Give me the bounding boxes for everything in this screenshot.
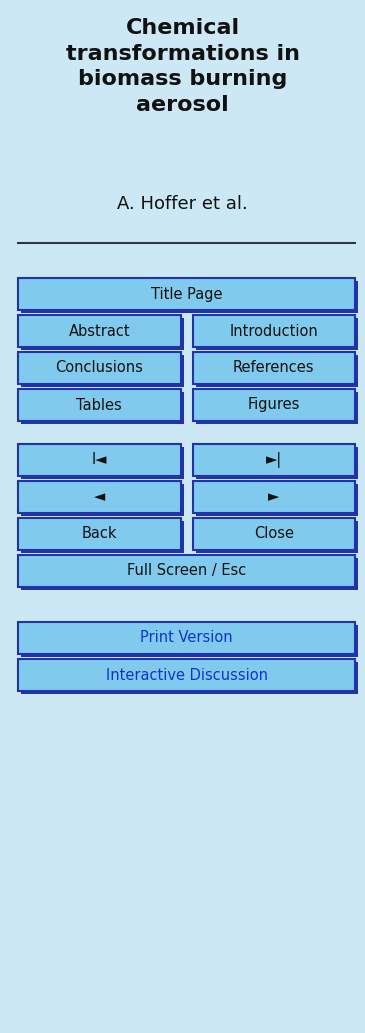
FancyBboxPatch shape bbox=[21, 318, 184, 350]
FancyBboxPatch shape bbox=[196, 392, 358, 424]
Text: ◄: ◄ bbox=[94, 490, 105, 504]
FancyBboxPatch shape bbox=[21, 281, 358, 313]
Text: Print Version: Print Version bbox=[140, 630, 233, 646]
Text: Abstract: Abstract bbox=[69, 323, 130, 339]
FancyBboxPatch shape bbox=[196, 484, 358, 516]
FancyBboxPatch shape bbox=[21, 558, 358, 590]
Text: Full Screen / Esc: Full Screen / Esc bbox=[127, 563, 246, 578]
Text: Tables: Tables bbox=[76, 398, 122, 412]
Text: Close: Close bbox=[254, 527, 294, 541]
Text: Conclusions: Conclusions bbox=[55, 361, 143, 376]
FancyBboxPatch shape bbox=[21, 521, 184, 553]
FancyBboxPatch shape bbox=[196, 355, 358, 387]
FancyBboxPatch shape bbox=[18, 278, 355, 310]
FancyBboxPatch shape bbox=[196, 447, 358, 479]
FancyBboxPatch shape bbox=[21, 484, 184, 516]
FancyBboxPatch shape bbox=[192, 352, 355, 384]
Text: Interactive Discussion: Interactive Discussion bbox=[105, 667, 268, 683]
Text: ►: ► bbox=[268, 490, 279, 504]
FancyBboxPatch shape bbox=[18, 315, 181, 347]
Text: ►|: ►| bbox=[266, 452, 282, 468]
FancyBboxPatch shape bbox=[192, 389, 355, 421]
Text: References: References bbox=[233, 361, 315, 376]
FancyBboxPatch shape bbox=[18, 622, 355, 654]
FancyBboxPatch shape bbox=[192, 315, 355, 347]
FancyBboxPatch shape bbox=[21, 392, 184, 424]
FancyBboxPatch shape bbox=[18, 444, 181, 476]
Text: Chemical
transformations in
biomass burning
aerosol: Chemical transformations in biomass burn… bbox=[65, 18, 300, 115]
FancyBboxPatch shape bbox=[21, 625, 358, 657]
FancyBboxPatch shape bbox=[21, 447, 184, 479]
FancyBboxPatch shape bbox=[192, 518, 355, 550]
Text: Introduction: Introduction bbox=[229, 323, 318, 339]
Text: Figures: Figures bbox=[247, 398, 300, 412]
FancyBboxPatch shape bbox=[196, 318, 358, 350]
FancyBboxPatch shape bbox=[21, 355, 184, 387]
FancyBboxPatch shape bbox=[21, 662, 358, 694]
FancyBboxPatch shape bbox=[192, 444, 355, 476]
FancyBboxPatch shape bbox=[192, 481, 355, 513]
Text: A. Hoffer et al.: A. Hoffer et al. bbox=[117, 195, 248, 213]
Text: Title Page: Title Page bbox=[151, 286, 222, 302]
FancyBboxPatch shape bbox=[18, 352, 181, 384]
Text: Back: Back bbox=[81, 527, 117, 541]
Text: I◄: I◄ bbox=[92, 452, 107, 468]
FancyBboxPatch shape bbox=[18, 659, 355, 691]
FancyBboxPatch shape bbox=[18, 518, 181, 550]
FancyBboxPatch shape bbox=[18, 481, 181, 513]
FancyBboxPatch shape bbox=[18, 555, 355, 587]
FancyBboxPatch shape bbox=[196, 521, 358, 553]
FancyBboxPatch shape bbox=[18, 389, 181, 421]
